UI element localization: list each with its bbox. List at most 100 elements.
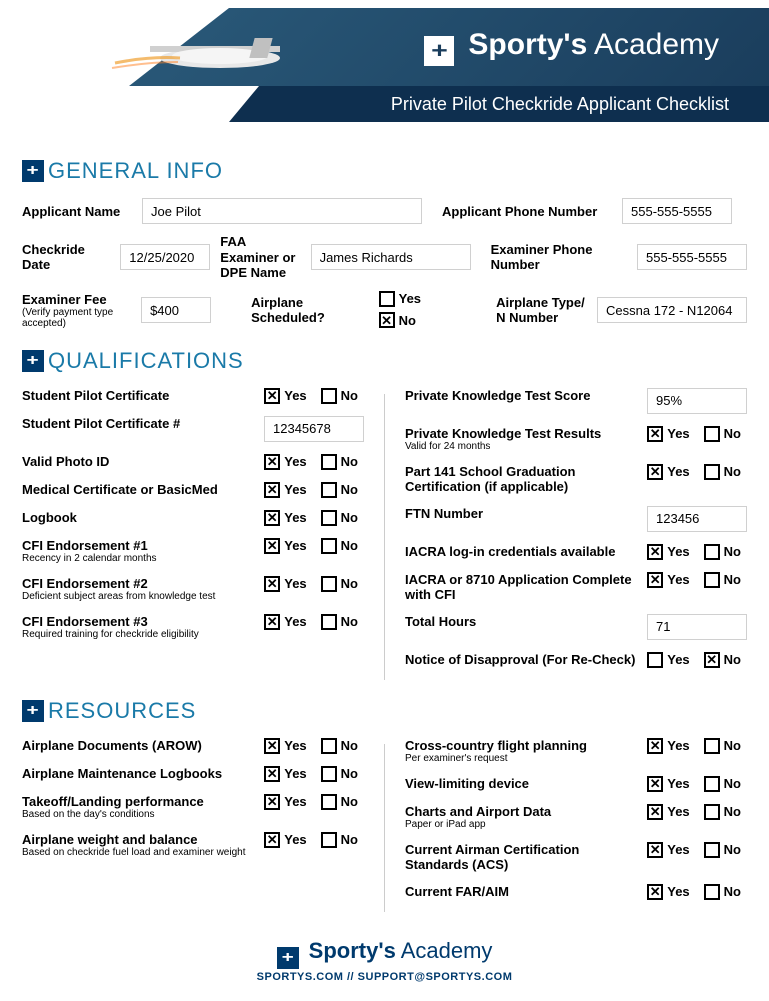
qual_right-2-no[interactable]: No	[704, 464, 741, 480]
qual_left-0-no[interactable]: No	[321, 388, 358, 404]
qual_left-5-no[interactable]: No	[321, 538, 358, 554]
qual_right-7-yes[interactable]: Yes	[647, 652, 689, 668]
checklist-row: Airplane Documents (AROW)Yes No	[22, 738, 364, 754]
item-label: Cross-country flight planningPer examine…	[405, 738, 647, 764]
item-label: Charts and Airport DataPaper or iPad app	[405, 804, 647, 830]
qual_left-4-no[interactable]: No	[321, 510, 358, 526]
qual_left-4-yes[interactable]: Yes	[264, 510, 306, 526]
logo-icon	[277, 947, 299, 969]
item-label: Airplane Maintenance Logbooks	[22, 766, 264, 781]
qual_right-5-no[interactable]: No	[704, 572, 741, 588]
section-general: GENERAL INFO	[22, 158, 747, 184]
res_left-2-no[interactable]: No	[321, 794, 358, 810]
res_left-1-yes[interactable]: Yes	[264, 766, 306, 782]
qual_left-0-yes[interactable]: Yes	[264, 388, 306, 404]
item-input[interactable]	[647, 506, 747, 532]
section-icon	[22, 160, 44, 182]
item-label: View-limiting device	[405, 776, 647, 791]
checklist-row: CFI Endorsement #3Required training for …	[22, 614, 364, 640]
res_right-3-no[interactable]: No	[704, 842, 741, 858]
qual_left-2-no[interactable]: No	[321, 454, 358, 470]
qual_left-3-no[interactable]: No	[321, 482, 358, 498]
item-input[interactable]	[647, 614, 747, 640]
res_right-0-yes[interactable]: Yes	[647, 738, 689, 754]
column-divider	[384, 394, 385, 680]
res_left-2-yes[interactable]: Yes	[264, 794, 306, 810]
res_right-3-yes[interactable]: Yes	[647, 842, 689, 858]
qual_left-6-yes[interactable]: Yes	[264, 576, 306, 592]
applicant-name-input[interactable]	[142, 198, 422, 224]
res_left-1-no[interactable]: No	[321, 766, 358, 782]
checklist-row: Valid Photo IDYes No	[22, 454, 364, 470]
checkride-date-label: Checkride Date	[22, 242, 110, 272]
res_left-3-no[interactable]: No	[321, 832, 358, 848]
qual_left-2-yes[interactable]: Yes	[264, 454, 306, 470]
examiner-phone-input[interactable]	[637, 244, 747, 270]
qual_left-3-yes[interactable]: Yes	[264, 482, 306, 498]
res_right-4-no[interactable]: No	[704, 884, 741, 900]
examiner-name-input[interactable]	[311, 244, 471, 270]
qualifications-right-col: Private Knowledge Test Score Private Know…	[405, 388, 747, 680]
section-icon	[22, 350, 44, 372]
item-label: Current FAR/AIM	[405, 884, 647, 899]
applicant-phone-input[interactable]	[622, 198, 732, 224]
res_left-3-yes[interactable]: Yes	[264, 832, 306, 848]
checklist-row: Cross-country flight planningPer examine…	[405, 738, 747, 764]
checkride-date-input[interactable]	[120, 244, 210, 270]
item-label: IACRA or 8710 Application Complete with …	[405, 572, 647, 602]
qual_left-6-no[interactable]: No	[321, 576, 358, 592]
checklist-row: CFI Endorsement #1Recency in 2 calendar …	[22, 538, 364, 564]
item-label: Private Knowledge Test Score	[405, 388, 647, 403]
checklist-row: Airplane Maintenance LogbooksYes No	[22, 766, 364, 782]
examiner-fee-input[interactable]	[141, 297, 211, 323]
checklist-row: Total Hours	[405, 614, 747, 640]
qual_right-4-yes[interactable]: Yes	[647, 544, 689, 560]
checklist-row: IACRA or 8710 Application Complete with …	[405, 572, 747, 602]
airplane-type-input[interactable]	[597, 297, 747, 323]
examiner-fee-label: Examiner Fee	[22, 292, 107, 307]
item-label: Takeoff/Landing performanceBased on the …	[22, 794, 264, 820]
airplane-scheduled-no[interactable]: No	[379, 312, 416, 328]
section-resources: RESOURCES	[22, 698, 747, 724]
qual_left-7-no[interactable]: No	[321, 614, 358, 630]
res_left-0-no[interactable]: No	[321, 738, 358, 754]
airplane-scheduled-yes[interactable]: Yes	[379, 291, 421, 307]
checklist-row: Charts and Airport DataPaper or iPad app…	[405, 804, 747, 830]
qual_left-5-yes[interactable]: Yes	[264, 538, 306, 554]
item-input[interactable]	[264, 416, 364, 442]
checklist-row: Medical Certificate or BasicMedYes No	[22, 482, 364, 498]
examiner-phone-label: Examiner Phone Number	[491, 242, 627, 272]
examiner-fee-sub: (Verify payment type accepted)	[22, 307, 131, 329]
applicant-name-label: Applicant Name	[22, 204, 132, 219]
examiner-name-label: FAA Examiner or DPE Name	[220, 234, 300, 281]
res_right-2-no[interactable]: No	[704, 804, 741, 820]
res_right-1-yes[interactable]: Yes	[647, 776, 689, 792]
res_left-0-yes[interactable]: Yes	[264, 738, 306, 754]
item-label: FTN Number	[405, 506, 647, 521]
res_right-1-no[interactable]: No	[704, 776, 741, 792]
item-input[interactable]	[647, 388, 747, 414]
footer-email: SUPPORT@SPORTYS.COM	[358, 971, 513, 983]
qual_right-5-yes[interactable]: Yes	[647, 572, 689, 588]
section-qualifications: QUALIFICATIONS	[22, 348, 747, 374]
checklist-row: Private Knowledge Test ResultsValid for …	[405, 426, 747, 452]
qual_left-7-yes[interactable]: Yes	[264, 614, 306, 630]
qual_right-1-no[interactable]: No	[704, 426, 741, 442]
qual_right-7-no[interactable]: No	[704, 652, 741, 668]
airplane-type-label: Airplane Type/ N Number	[496, 295, 587, 326]
footer-sep: //	[343, 971, 357, 983]
item-label: CFI Endorsement #3Required training for …	[22, 614, 264, 640]
res_right-4-yes[interactable]: Yes	[647, 884, 689, 900]
checklist-row: IACRA log-in credentials availableYes No	[405, 544, 747, 560]
qual_right-1-yes[interactable]: Yes	[647, 426, 689, 442]
res_right-2-yes[interactable]: Yes	[647, 804, 689, 820]
checklist-row: CFI Endorsement #2Deficient subject area…	[22, 576, 364, 602]
checklist-row: FTN Number	[405, 506, 747, 532]
qual_right-2-yes[interactable]: Yes	[647, 464, 689, 480]
checklist-row: Student Pilot Certificate #	[22, 416, 364, 442]
res_right-0-no[interactable]: No	[704, 738, 741, 754]
section-general-label: GENERAL INFO	[48, 158, 223, 184]
item-label: Notice of Disapproval (For Re-Check)	[405, 652, 647, 667]
qual_right-4-no[interactable]: No	[704, 544, 741, 560]
section-icon	[22, 700, 44, 722]
